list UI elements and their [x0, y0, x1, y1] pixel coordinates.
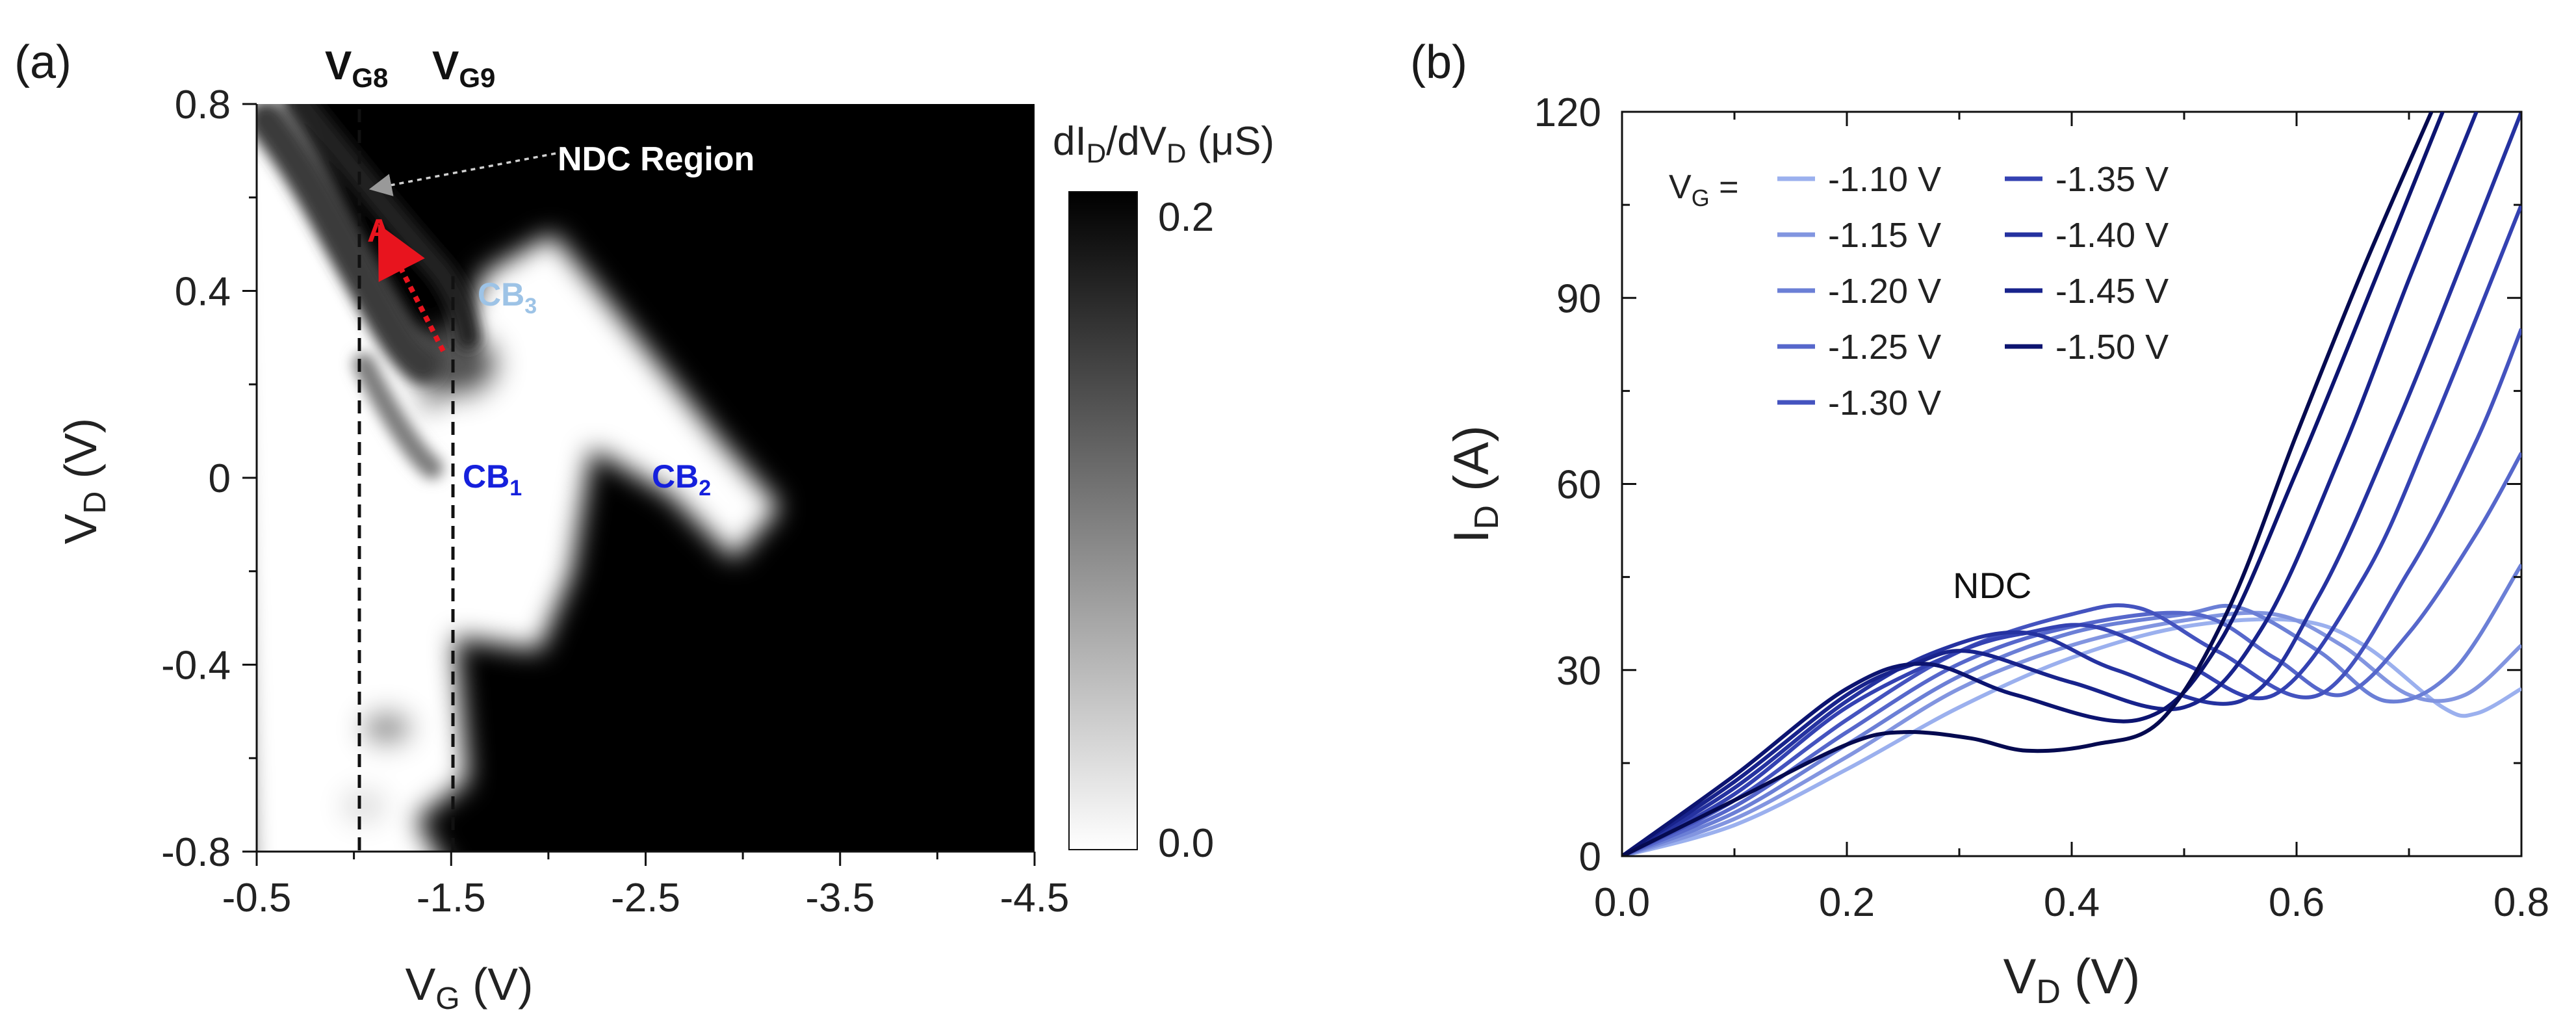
heatmap-y-tick-label: 0.4	[175, 270, 231, 315]
iv-curve-7	[1622, 112, 2479, 856]
legend-label: -1.40 V	[2055, 216, 2169, 255]
legend-entry: -1.30 V	[1777, 384, 1941, 423]
iv-curves	[1622, 112, 2521, 856]
colorbar-title: dID/dVD (μS)	[1053, 119, 1274, 168]
heatmap	[257, 104, 1035, 852]
heatmap-x-tick-label: -4.5	[1000, 876, 1070, 920]
legend-title: VG =	[1669, 168, 1739, 211]
iv-y-label: ID (A)	[1444, 425, 1506, 543]
cb2-label: CB2	[652, 458, 711, 501]
iv-ticks	[1621, 111, 2523, 857]
iv-y-tick-label: 120	[1534, 90, 1601, 135]
legend-entry: -1.15 V	[1777, 216, 1941, 255]
heatmap-x-tick-label: -3.5	[805, 876, 875, 920]
heatmap-x-tick-label: -2.5	[611, 876, 680, 920]
vg8-label: VG8	[325, 44, 388, 93]
panel-a-label: (a)	[14, 36, 71, 88]
iv-x-tick-label: 0.4	[2044, 880, 2100, 925]
legend-entry: -1.45 V	[2005, 272, 2169, 311]
iv-curve-0	[1622, 617, 2521, 856]
iv-curve-1	[1622, 610, 2521, 856]
legend-label: -1.20 V	[1828, 272, 1941, 311]
iv-x-tick-label: 0.2	[1819, 880, 1875, 925]
legend-label: -1.45 V	[2055, 272, 2169, 311]
heatmap-tick-labels: -0.5 -1.5 -2.5 -3.5 -4.5 0.8 0.4 0 -0.4 -0.8	[161, 83, 1069, 920]
iv-x-tick-label: 0.6	[2269, 880, 2325, 925]
colorbar-max-label: 0.2	[1158, 195, 1214, 240]
colorbar	[1068, 191, 1138, 850]
legend-label: -1.15 V	[1828, 216, 1941, 255]
legend-entry: -1.50 V	[2005, 328, 2169, 367]
heatmap-x-tick-label: -1.5	[417, 876, 486, 920]
legend-label: -1.35 V	[2055, 160, 2169, 199]
heatmap-x-label: VG (V)	[406, 959, 534, 1016]
panel-b-label: (b)	[1410, 36, 1467, 88]
iv-x-tick-label: 0.8	[2493, 880, 2549, 925]
iv-tick-labels: 0.0 0.2 0.4 0.6 0.8 0 30 60 90 120	[1534, 90, 2550, 925]
heatmap-x-tick-label: -0.5	[222, 876, 292, 920]
iv-curve-3	[1622, 452, 2521, 856]
legend-label: -1.10 V	[1828, 160, 1941, 199]
ndc-region-arrow	[368, 152, 556, 196]
legend-label: -1.25 V	[1828, 328, 1941, 367]
legend-label: -1.50 V	[2055, 328, 2169, 367]
legend-label: -1.30 V	[1828, 384, 1941, 423]
iv-curve-2	[1622, 563, 2521, 856]
a-label: A	[367, 213, 391, 249]
colorbar-min-label: 0.0	[1158, 821, 1214, 866]
iv-y-tick-label: 0	[1579, 835, 1601, 880]
iv-y-tick-label: 30	[1556, 649, 1601, 694]
iv-x-tick-label: 0.0	[1594, 880, 1650, 925]
iv-x-label: VD (V)	[2003, 949, 2141, 1011]
heatmap-y-tick-label: 0	[209, 456, 231, 501]
iv-y-tick-label: 90	[1556, 276, 1601, 321]
cb3-label: CB3	[478, 276, 537, 319]
iv-curve-8	[1622, 112, 2445, 856]
iv-curve-4	[1622, 328, 2521, 856]
heatmap-y-tick-label: 0.8	[175, 83, 231, 127]
heatmap-y-label: VD (V)	[55, 418, 112, 544]
a-arrow	[378, 224, 446, 352]
legend-entry: -1.20 V	[1777, 272, 1941, 311]
heatmap-y-tick-label: -0.4	[161, 644, 231, 688]
iv-curve-5	[1622, 203, 2521, 856]
vg9-label: VG9	[432, 44, 495, 93]
heatmap-y-tick-label: -0.8	[161, 830, 231, 875]
cb1-label: CB1	[463, 458, 522, 501]
ndc-region-label: NDC Region	[558, 140, 754, 178]
ndc-label: NDC	[1953, 565, 2031, 606]
heatmap-ticks	[242, 103, 1036, 866]
legend-entry: -1.40 V	[2005, 216, 2169, 255]
legend-entry: -1.35 V	[2005, 160, 2169, 199]
iv-curve-9	[1622, 112, 2434, 856]
legend-entry: -1.25 V	[1777, 328, 1941, 367]
legend-entry: -1.10 V	[1777, 160, 1941, 199]
iv-curve-6	[1622, 112, 2521, 856]
legend: VG = -1.10 V -1.15 V -1.20 V -1.25 V -1.30 V…	[1669, 160, 2169, 423]
iv-y-tick-label: 60	[1556, 463, 1601, 508]
